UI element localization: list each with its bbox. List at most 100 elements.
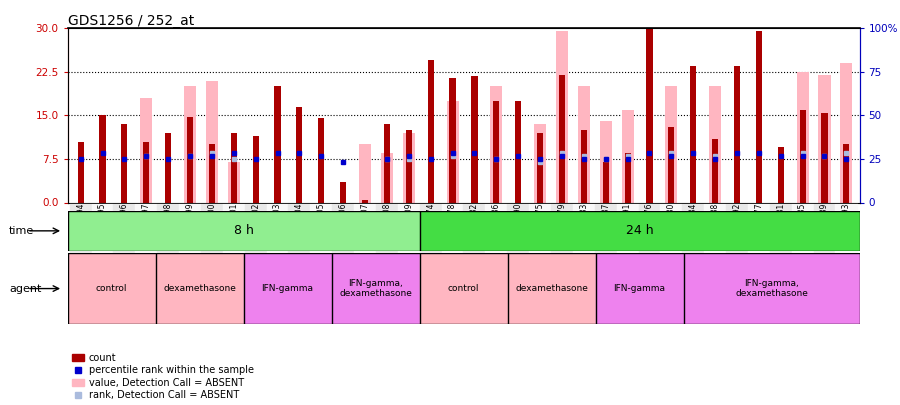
- Bar: [515, 101, 521, 202]
- Bar: [534, 124, 546, 202]
- Bar: [559, 75, 565, 202]
- Bar: [331, 253, 419, 324]
- Bar: [556, 31, 568, 202]
- Bar: [580, 130, 587, 202]
- Bar: [622, 110, 634, 202]
- Bar: [529, 202, 551, 271]
- Bar: [376, 202, 398, 271]
- Text: GSM31708: GSM31708: [382, 202, 392, 244]
- Text: control: control: [448, 284, 479, 293]
- Text: GSM31684: GSM31684: [688, 202, 698, 244]
- Bar: [638, 202, 661, 271]
- Bar: [665, 86, 678, 202]
- Bar: [822, 113, 828, 202]
- Bar: [209, 145, 215, 202]
- Bar: [419, 211, 860, 251]
- Text: GSM31700: GSM31700: [207, 202, 216, 244]
- Text: GSM31686: GSM31686: [491, 202, 500, 244]
- Text: GSM31688: GSM31688: [711, 202, 720, 244]
- Bar: [266, 202, 289, 271]
- Bar: [354, 202, 376, 271]
- Bar: [296, 107, 302, 202]
- Text: GSM31680: GSM31680: [667, 202, 676, 244]
- Bar: [625, 153, 631, 202]
- Bar: [206, 81, 218, 202]
- Bar: [796, 72, 808, 202]
- Bar: [398, 202, 419, 271]
- Bar: [201, 202, 223, 271]
- Bar: [158, 202, 179, 271]
- Text: 8 h: 8 h: [234, 224, 254, 237]
- Bar: [442, 202, 464, 271]
- Text: 24 h: 24 h: [626, 224, 653, 237]
- Text: GSM31681: GSM31681: [776, 202, 785, 244]
- Bar: [661, 202, 682, 271]
- Bar: [835, 202, 858, 271]
- Text: GSM31701: GSM31701: [230, 202, 238, 244]
- Bar: [332, 202, 354, 271]
- Text: GSM31676: GSM31676: [645, 202, 654, 244]
- Bar: [843, 145, 850, 202]
- Bar: [841, 63, 852, 202]
- Bar: [223, 202, 245, 271]
- Bar: [616, 202, 638, 271]
- Bar: [403, 133, 415, 202]
- Bar: [69, 202, 92, 271]
- Bar: [690, 66, 697, 202]
- Bar: [156, 253, 244, 324]
- Legend: count, percentile rank within the sample, value, Detection Call = ABSENT, rank, : count, percentile rank within the sample…: [72, 353, 254, 400]
- Bar: [508, 202, 529, 271]
- Bar: [253, 136, 258, 202]
- Bar: [310, 202, 332, 271]
- Bar: [573, 202, 595, 271]
- Text: GSM31692: GSM31692: [733, 202, 742, 244]
- Bar: [709, 86, 721, 202]
- Bar: [485, 202, 508, 271]
- Bar: [68, 211, 419, 251]
- Bar: [406, 130, 412, 202]
- Text: GSM31694: GSM31694: [76, 202, 86, 244]
- Text: GSM31696: GSM31696: [120, 202, 129, 244]
- Bar: [491, 86, 502, 202]
- Bar: [319, 118, 324, 202]
- Text: GSM31707: GSM31707: [361, 202, 370, 244]
- Bar: [449, 78, 455, 202]
- Text: GSM31690: GSM31690: [514, 202, 523, 244]
- Bar: [113, 202, 135, 271]
- Bar: [381, 153, 393, 202]
- Bar: [778, 147, 784, 202]
- Text: GSM31705: GSM31705: [317, 202, 326, 244]
- Bar: [596, 253, 683, 324]
- Text: GSM31693: GSM31693: [842, 202, 850, 244]
- Text: IFN-gamma: IFN-gamma: [262, 284, 313, 293]
- Bar: [726, 202, 748, 271]
- Bar: [603, 162, 608, 202]
- Text: GDS1256 / 252_at: GDS1256 / 252_at: [68, 14, 194, 28]
- Text: GSM31675: GSM31675: [536, 202, 544, 244]
- Bar: [99, 115, 105, 202]
- Bar: [122, 124, 128, 202]
- Bar: [712, 139, 718, 202]
- Bar: [704, 202, 726, 271]
- Text: GSM31682: GSM31682: [470, 202, 479, 244]
- Text: GSM31698: GSM31698: [164, 202, 173, 244]
- Bar: [683, 253, 860, 324]
- Bar: [799, 110, 806, 202]
- Bar: [140, 98, 152, 202]
- Bar: [143, 142, 149, 202]
- Bar: [472, 76, 478, 202]
- Bar: [384, 124, 390, 202]
- Text: IFN-gamma,
dexamethasone: IFN-gamma, dexamethasone: [735, 279, 808, 298]
- Bar: [359, 145, 371, 202]
- Bar: [818, 75, 831, 202]
- Text: GSM31678: GSM31678: [448, 202, 457, 244]
- Bar: [756, 31, 762, 202]
- Bar: [748, 202, 770, 271]
- Bar: [289, 202, 310, 271]
- Bar: [599, 121, 612, 202]
- Bar: [595, 202, 616, 271]
- Bar: [230, 133, 237, 202]
- Bar: [92, 202, 113, 271]
- Bar: [770, 202, 792, 271]
- Bar: [682, 202, 704, 271]
